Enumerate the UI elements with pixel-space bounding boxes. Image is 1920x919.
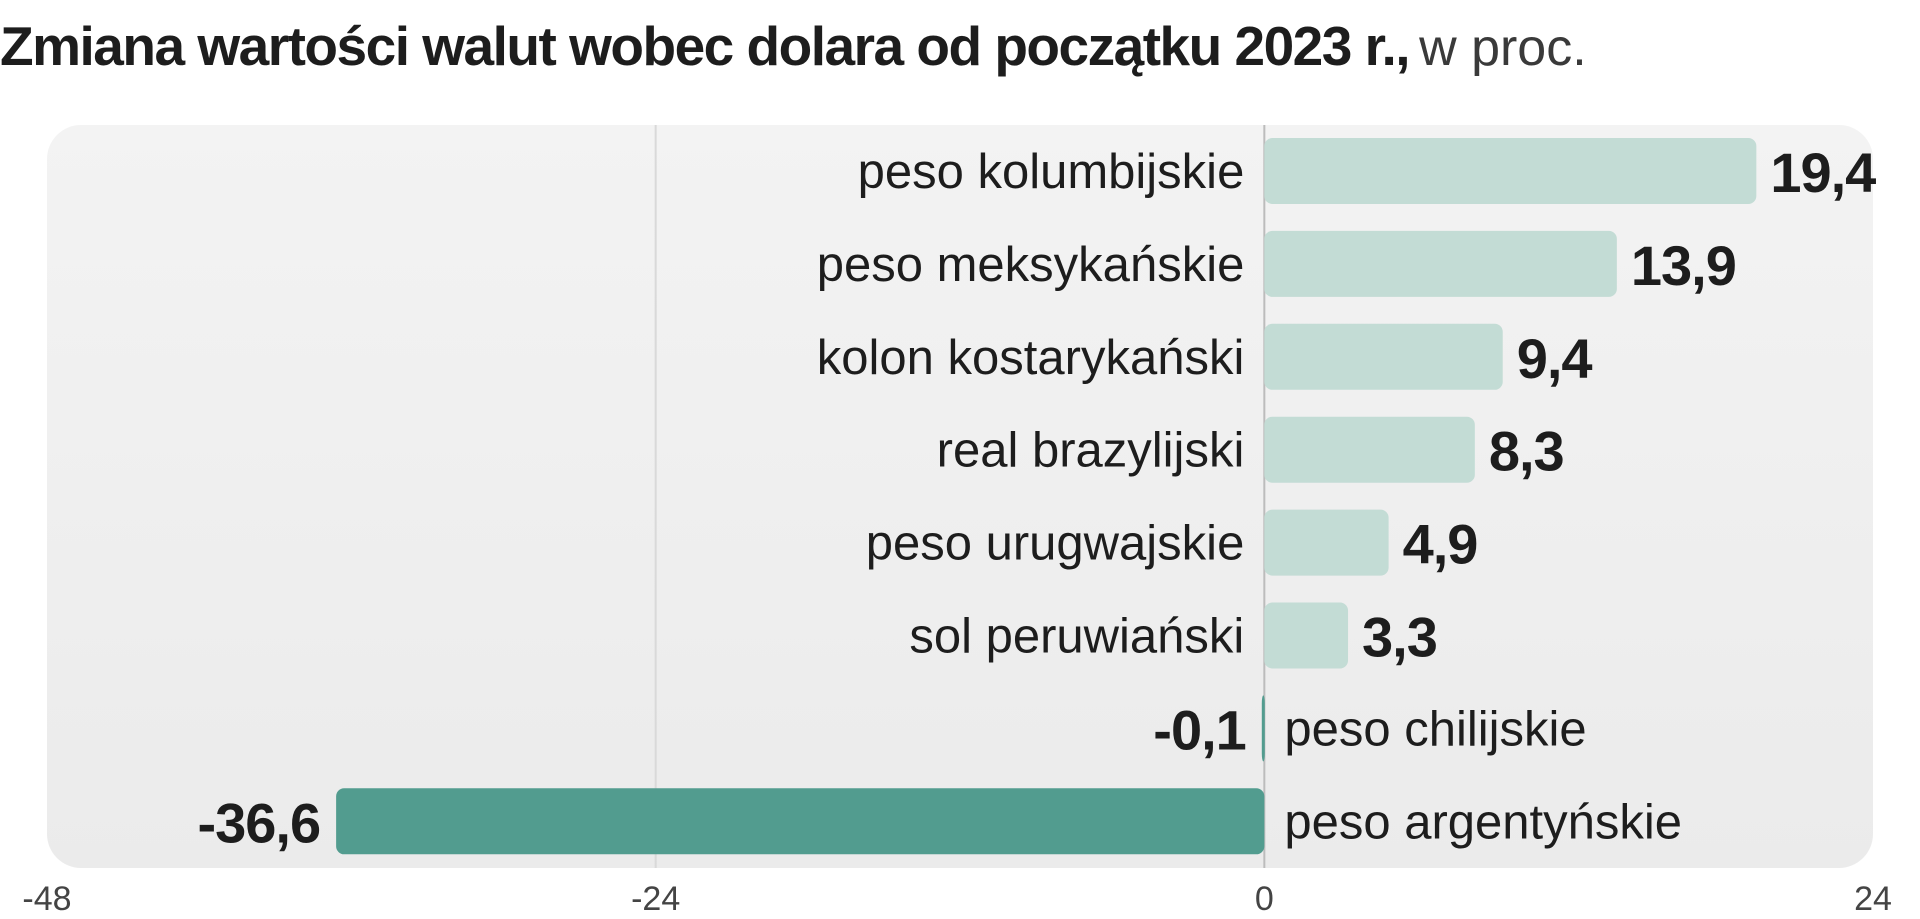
value-label: -0,1 (1153, 698, 1246, 761)
bar (1264, 230, 1617, 297)
category-label: peso meksykańskie (817, 238, 1245, 292)
value-label: 13,9 (1631, 234, 1736, 297)
bar (1264, 323, 1503, 390)
value-label: -36,6 (197, 791, 320, 854)
bar (1264, 416, 1475, 483)
category-label: peso kolumbijskie (858, 145, 1245, 199)
category-label: kolon kostarykański (817, 331, 1245, 385)
chart-title: Zmiana wartości walut wobec dolara od po… (0, 6, 1920, 86)
value-label: 8,3 (1489, 420, 1564, 483)
bar (1261, 695, 1265, 762)
x-tick-label: -24 (631, 880, 680, 918)
category-label: peso urugwajskie (866, 517, 1245, 571)
chart-title-unit: w proc. (1419, 19, 1587, 77)
plot-background (47, 125, 1873, 868)
bar (336, 788, 1265, 855)
value-label: 19,4 (1770, 141, 1876, 204)
bar (1264, 509, 1389, 576)
x-tick-label: 24 (1854, 880, 1892, 918)
value-label: 3,3 (1362, 606, 1437, 669)
value-label: 4,9 (1403, 513, 1478, 576)
bar (1264, 602, 1349, 669)
category-label: real brazylijski (937, 424, 1245, 478)
category-label: peso chilijskie (1284, 702, 1586, 756)
value-label: 9,4 (1517, 327, 1593, 390)
bar (1264, 138, 1757, 204)
x-tick-label: -48 (22, 880, 71, 918)
category-label: sol peruwiański (909, 610, 1244, 664)
category-label: peso argentyńskie (1284, 795, 1682, 849)
chart-title-main: Zmiana wartości walut wobec dolara od po… (0, 15, 1411, 77)
x-tick-label: 0 (1255, 880, 1274, 918)
